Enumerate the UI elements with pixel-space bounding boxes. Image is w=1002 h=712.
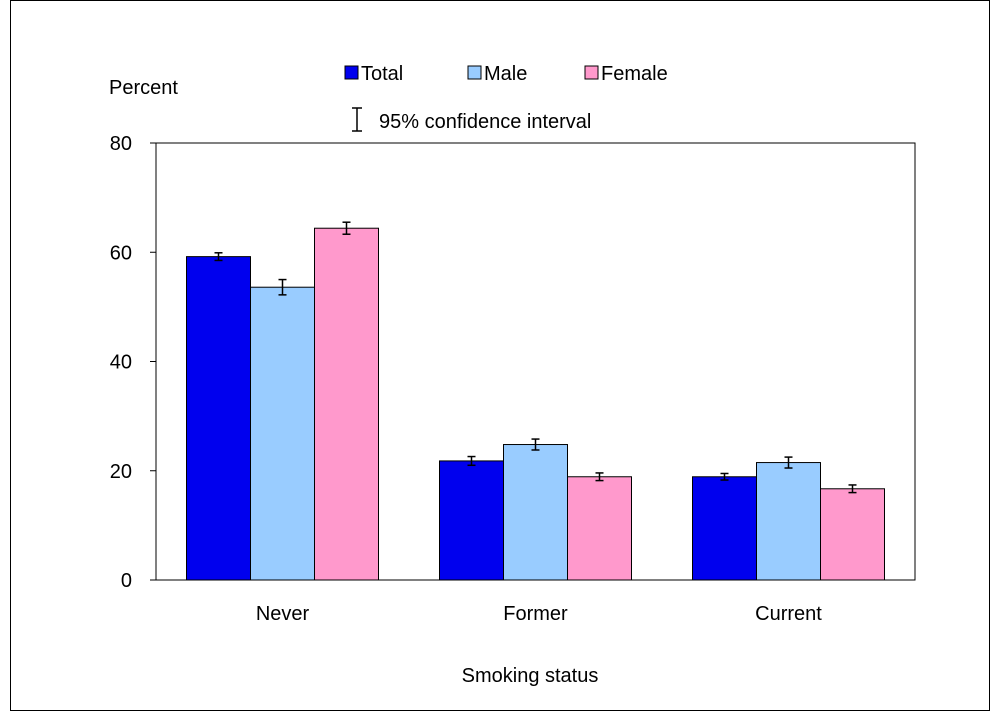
y-tick-label: 40 [110,352,132,374]
y-tick-label: 80 [110,133,132,155]
x-tick-label: Current [755,603,822,625]
bar-total-former [439,460,504,581]
legend-swatch-total [344,65,359,80]
legend-label-female: Female [601,63,668,85]
x-axis-label: Smoking status [462,665,599,687]
y-tick-label: 0 [121,570,132,592]
legend-swatch-female [584,65,599,80]
y-tick-label: 20 [110,461,132,483]
bar-male-former [503,444,568,581]
legend-label-total: Total [361,63,403,85]
x-tick-label: Former [503,603,568,625]
bar-female-former [567,476,632,581]
ci-legend-label: 95% confidence interval [379,111,591,133]
y-tick-label: 60 [110,242,132,264]
legend: Total Male Female 95% confidence interval [344,63,668,133]
bar-female-never [314,227,379,581]
bar-female-current [820,488,885,581]
legend-swatch-male [467,65,482,80]
bar-male-never [250,286,315,581]
legend-label-male: Male [484,63,527,85]
bar-total-never [186,256,251,581]
bar-total-current [692,476,757,581]
y-axis-label: Percent [109,77,178,99]
x-tick-label: Never [256,603,310,625]
bar-male-current [756,462,821,581]
plot-area: 0 20 40 60 80 Never Former Current [110,133,916,625]
